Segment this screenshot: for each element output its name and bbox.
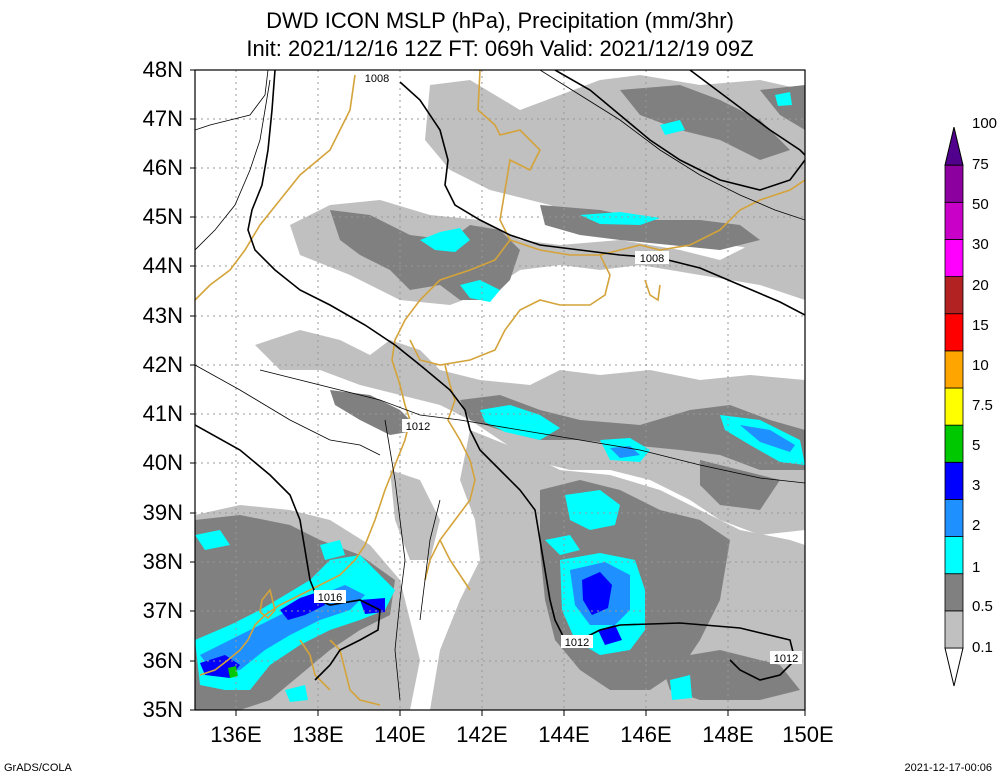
lon-label-136e: 136E bbox=[210, 722, 262, 747]
lon-label-146e: 146E bbox=[620, 722, 672, 747]
isobar-labels: 1008 1008 1012 1012 1012 1016 bbox=[314, 71, 802, 665]
svg-text:1016: 1016 bbox=[318, 592, 342, 604]
isobar-label-1012-center: 1012 bbox=[402, 419, 434, 433]
colorbar-segment bbox=[944, 499, 964, 537]
colorbar-label-2: 2 bbox=[972, 517, 981, 534]
colorbar-label-10: 10 bbox=[972, 357, 989, 374]
precipitation-field bbox=[195, 75, 805, 710]
map-frame bbox=[194, 69, 806, 711]
map-title: DWD ICON MSLP (hPa), Precipitation (mm/3… bbox=[266, 8, 734, 33]
colorbar-label-0-1: 0.1 bbox=[972, 639, 993, 656]
colorbar-label-75: 75 bbox=[972, 156, 989, 173]
colorbar-segment bbox=[944, 201, 964, 240]
axis-ticks bbox=[190, 69, 806, 716]
colorbar-segment bbox=[944, 461, 964, 500]
thin-isobars bbox=[195, 70, 805, 701]
colorbar-label-0-5: 0.5 bbox=[972, 598, 993, 615]
colorbar-below-triangle bbox=[944, 647, 964, 687]
lat-label-46n: 46N bbox=[142, 155, 183, 180]
isobar-label-1012-southeast: 1012 bbox=[561, 635, 593, 649]
colorbar-segment bbox=[944, 313, 964, 352]
colorbar-label-15: 15 bbox=[972, 317, 989, 334]
lat-label-39n: 39N bbox=[142, 500, 183, 525]
svg-text:1012: 1012 bbox=[565, 637, 589, 649]
colorbar-above-triangle bbox=[944, 127, 964, 166]
colorbar-label-5: 5 bbox=[972, 437, 981, 454]
colorbar-segment bbox=[944, 164, 964, 203]
colorbar-segment bbox=[944, 239, 964, 277]
isobar-label-1008-north: 1008 bbox=[361, 71, 393, 85]
colorbar-segment bbox=[944, 387, 964, 426]
colorbar-label-50: 50 bbox=[972, 196, 989, 213]
colorbar-label-30: 30 bbox=[972, 236, 989, 253]
colorbar-label-1: 1 bbox=[972, 559, 981, 576]
map-subtitle: Init: 2021/12/16 12Z FT: 069h Valid: 202… bbox=[246, 36, 754, 61]
lat-label-48n: 48N bbox=[142, 57, 183, 82]
colorbar-label-3: 3 bbox=[972, 477, 981, 494]
lat-lon-grid bbox=[195, 70, 805, 710]
svg-text:1008: 1008 bbox=[365, 73, 389, 85]
coastlines bbox=[195, 70, 805, 706]
isobar-label-1012-east: 1012 bbox=[770, 651, 802, 665]
lon-label-140e: 140E bbox=[374, 722, 426, 747]
svg-text:1012: 1012 bbox=[774, 653, 798, 665]
lat-label-44n: 44N bbox=[142, 253, 183, 278]
lat-label-35n: 35N bbox=[142, 697, 183, 722]
footer-timestamp: 2021-12-17-00:06 bbox=[904, 762, 992, 774]
isobar-label-1008-east: 1008 bbox=[635, 251, 669, 265]
lon-label-142e: 142E bbox=[456, 722, 508, 747]
footer-credit: GrADS/COLA bbox=[4, 762, 72, 774]
colorbar-label-7-5: 7.5 bbox=[972, 397, 993, 414]
colorbar-segment bbox=[944, 610, 964, 649]
colorbar-segment bbox=[944, 424, 964, 463]
lat-label-45n: 45N bbox=[142, 204, 183, 229]
svg-text:1008: 1008 bbox=[640, 253, 664, 265]
lat-label-38n: 38N bbox=[142, 549, 183, 574]
lat-label-37n: 37N bbox=[142, 598, 183, 623]
colorbar-label-20: 20 bbox=[972, 277, 989, 294]
colorbar-label-100: 100 bbox=[972, 115, 998, 132]
colorbar-segment bbox=[944, 573, 964, 612]
lon-label-144e: 144E bbox=[538, 722, 590, 747]
lat-label-41n: 41N bbox=[142, 401, 183, 426]
isobar-label-1016: 1016 bbox=[314, 590, 346, 604]
colorbar-segment bbox=[944, 536, 964, 575]
lat-label-43n: 43N bbox=[142, 303, 183, 328]
lat-label-42n: 42N bbox=[142, 352, 183, 377]
lat-label-36n: 36N bbox=[142, 648, 183, 673]
colorbar-segment bbox=[944, 276, 964, 315]
lat-label-47n: 47N bbox=[142, 106, 183, 131]
colorbar-segment bbox=[944, 350, 964, 389]
precipitation-colorbar bbox=[944, 127, 964, 687]
lon-label-148e: 148E bbox=[702, 722, 754, 747]
svg-text:1012: 1012 bbox=[406, 421, 430, 433]
lat-label-40n: 40N bbox=[142, 450, 183, 475]
lon-label-150e: 150E bbox=[782, 722, 834, 747]
lon-label-138e: 138E bbox=[292, 722, 344, 747]
